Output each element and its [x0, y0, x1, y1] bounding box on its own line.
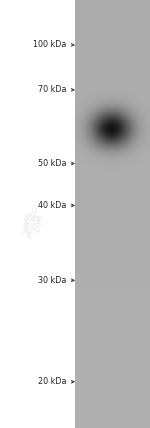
Text: 50 kDa: 50 kDa [38, 159, 66, 168]
Text: 20 kDa: 20 kDa [38, 377, 66, 386]
Text: 100 kDa: 100 kDa [33, 40, 66, 50]
Text: 70 kDa: 70 kDa [38, 85, 66, 95]
Text: 30 kDa: 30 kDa [38, 276, 66, 285]
Text: WWW.
PTGLAEC
.COM: WWW. PTGLAEC .COM [22, 205, 44, 240]
Text: 40 kDa: 40 kDa [38, 201, 66, 210]
